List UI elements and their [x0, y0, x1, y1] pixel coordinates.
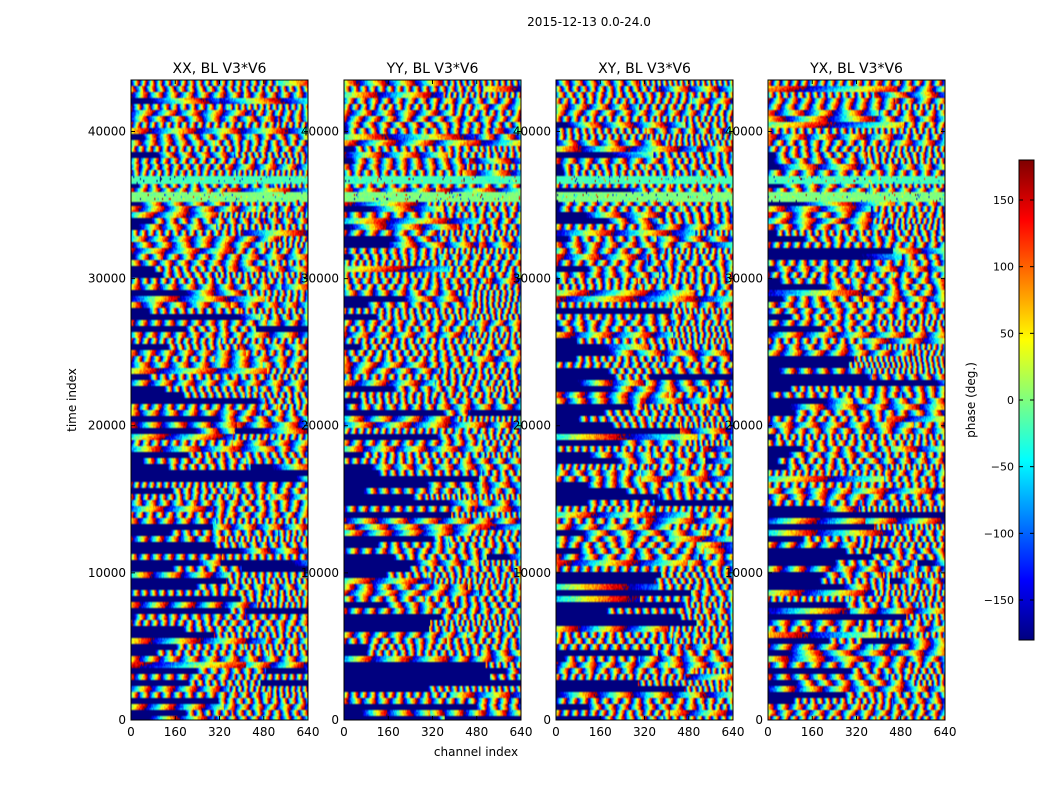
y-tick-label: 40000 [301, 124, 339, 138]
colorbar-tick-label: 0 [1007, 394, 1014, 407]
x-tick-label: 320 [633, 725, 656, 739]
x-tick-label: 640 [934, 725, 957, 739]
y-tick-label: 10000 [88, 566, 126, 580]
x-tick-label: 480 [465, 725, 488, 739]
y-tick-label: 30000 [301, 272, 339, 286]
y-tick-label: 0 [118, 713, 126, 727]
colorbar-tick-label: 100 [993, 261, 1014, 274]
y-tick-label: 20000 [301, 419, 339, 433]
heatmap-image [768, 80, 945, 720]
x-tick-label: 480 [889, 725, 912, 739]
x-tick-label: 320 [421, 725, 444, 739]
x-tick-label: 320 [208, 725, 231, 739]
x-tick-label: 160 [589, 725, 612, 739]
heatmap-image [344, 80, 521, 720]
y-tick-label: 20000 [725, 419, 763, 433]
colorbar-tick-label: −100 [984, 527, 1014, 540]
x-tick-label: 0 [340, 725, 348, 739]
x-tick-label: 0 [552, 725, 560, 739]
colorbar-tick-label: −50 [991, 461, 1014, 474]
colorbar-tick-label: 150 [993, 194, 1014, 207]
x-tick-label: 480 [677, 725, 700, 739]
panel-4: YX, BL V3*V6 0 160 320 480 640 0 10000 20000 3000… [725, 61, 957, 739]
y-tick-label: 30000 [513, 272, 551, 286]
heatmap-image [131, 80, 308, 720]
colorbar-tick-label: −150 [984, 594, 1014, 607]
x-tick-label: 160 [801, 725, 824, 739]
heatmap-image [556, 80, 733, 720]
x-tick-label: 0 [127, 725, 135, 739]
y-tick-label: 10000 [513, 566, 551, 580]
x-tick-label: 640 [510, 725, 533, 739]
panel-title: YX, BL V3*V6 [809, 61, 903, 77]
panel-3: XY, BL V3*V6 0 160 320 480 640 0 10000 20000 3000… [513, 61, 745, 739]
y-tick-label: 0 [755, 713, 763, 727]
y-tick-label: 20000 [88, 419, 126, 433]
y-tick-label: 20000 [513, 419, 551, 433]
panel-title: XY, BL V3*V6 [598, 61, 691, 77]
figure-suptitle: 2015-12-13 0.0-24.0 [527, 15, 651, 29]
x-tick-label: 160 [377, 725, 400, 739]
x-tick-label: 640 [297, 725, 320, 739]
x-tick-label: 320 [845, 725, 868, 739]
panel-title: XX, BL V3*V6 [173, 61, 267, 77]
x-axis-label: channel index [434, 745, 518, 759]
panel-1: XX, BL V3*V6 0 160 320 480 640 0 10000 20000 3000… [88, 61, 320, 739]
y-tick-label: 10000 [301, 566, 339, 580]
panel-2: YY, BL V3*V6 0 160 320 480 640 0 10000 20000 3000… [301, 61, 533, 739]
colorbar-label: phase (deg.) [964, 362, 978, 438]
y-tick-label: 0 [543, 713, 551, 727]
y-tick-label: 40000 [513, 124, 551, 138]
y-axis-label: time index [65, 368, 79, 432]
x-tick-label: 480 [252, 725, 275, 739]
y-tick-label: 10000 [725, 566, 763, 580]
colorbar: phase (deg.) −150 −100 −50 0 50 100 150 [964, 159, 1035, 641]
x-tick-label: 0 [764, 725, 772, 739]
y-tick-label: 40000 [88, 124, 126, 138]
x-tick-label: 640 [722, 725, 745, 739]
x-tick-label: 160 [164, 725, 187, 739]
y-tick-label: 40000 [725, 124, 763, 138]
panel-title: YY, BL V3*V6 [386, 61, 479, 77]
y-tick-label: 30000 [725, 272, 763, 286]
y-tick-label: 0 [331, 713, 339, 727]
colorbar-tick-label: 50 [1000, 327, 1014, 340]
y-tick-label: 30000 [88, 272, 126, 286]
